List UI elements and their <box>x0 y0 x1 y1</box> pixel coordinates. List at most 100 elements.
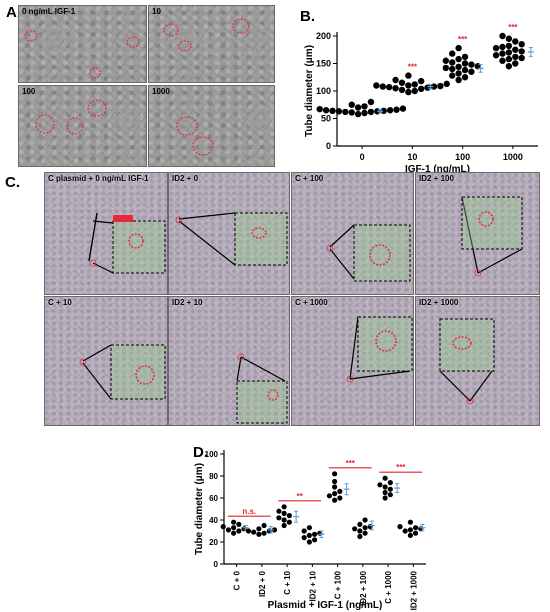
data-point <box>220 524 226 530</box>
data-point <box>499 57 506 64</box>
data-point <box>499 32 506 40</box>
data-point <box>405 88 412 96</box>
data-point <box>256 531 262 537</box>
data-point <box>518 41 525 48</box>
x-tick-label: 10 <box>407 152 417 162</box>
data-point <box>518 54 525 62</box>
data-point <box>405 82 412 89</box>
data-point <box>505 42 513 50</box>
data-point <box>286 513 292 519</box>
data-point <box>332 484 338 490</box>
micrograph-label: ID2 + 100 <box>419 174 454 183</box>
micrograph-c8: ID2 + 1000 <box>415 296 540 426</box>
data-point <box>306 525 312 531</box>
data-point <box>505 55 513 63</box>
data-point <box>382 484 388 490</box>
data-point <box>386 107 394 114</box>
data-point <box>492 44 500 52</box>
data-point <box>337 495 343 501</box>
significance-label: *** <box>408 63 418 72</box>
data-point <box>335 108 343 115</box>
data-point <box>449 72 456 79</box>
data-point <box>505 49 513 56</box>
panel-c-letter: C. <box>5 174 20 191</box>
data-point <box>512 38 519 45</box>
data-point <box>449 65 456 73</box>
x-tick-label: 100 <box>455 152 470 162</box>
y-tick-label: 0 <box>326 141 331 151</box>
data-point <box>499 43 506 51</box>
data-point <box>407 532 413 538</box>
data-point <box>461 60 469 67</box>
data-point <box>393 106 400 113</box>
data-point <box>357 528 363 534</box>
data-point <box>392 76 399 84</box>
data-point <box>411 87 418 95</box>
x-tick-label: ID2 + 0 <box>258 570 267 597</box>
data-point <box>357 533 363 540</box>
data-point <box>461 74 469 81</box>
data-point <box>449 59 456 66</box>
comparison-label: *** <box>396 463 406 472</box>
x-tick-label: ID2 + 1000 <box>409 570 418 610</box>
data-point <box>382 475 388 481</box>
x-axis-label: IGF-1 (ng/mL) <box>405 164 470 175</box>
data-point <box>461 53 469 61</box>
data-point <box>455 70 462 77</box>
micrograph-label: 100 <box>22 87 36 96</box>
data-point <box>373 82 380 89</box>
micrograph-label: 1000 <box>152 87 170 96</box>
comparison-label: ** <box>297 492 304 501</box>
data-point <box>332 471 338 477</box>
x-tick-label: C + 100 <box>334 570 343 599</box>
zoom-inset <box>175 212 288 266</box>
data-point <box>306 539 312 545</box>
micrograph-c2: ID2 + 0 <box>168 172 290 295</box>
y-tick-label: 0 <box>214 560 219 569</box>
data-point <box>505 63 513 70</box>
data-point <box>405 72 412 79</box>
data-point <box>468 61 475 68</box>
x-tick-label: C + 10 <box>283 570 292 594</box>
y-axis-label: Tube diameter (μm) <box>304 45 315 137</box>
micrograph-label: 10 <box>152 7 161 16</box>
data-point <box>367 98 375 106</box>
data-point <box>342 108 349 116</box>
data-point <box>362 517 368 523</box>
micrograph-c4: ID2 + 100 <box>415 172 540 295</box>
data-point <box>276 508 282 514</box>
zoom-inset <box>461 196 523 277</box>
data-point <box>251 529 257 535</box>
y-tick-label: 60 <box>209 494 218 503</box>
micrograph-a1: 0 ng/mL IGF-1 <box>18 5 147 83</box>
data-point <box>399 105 407 112</box>
data-point <box>236 528 242 534</box>
zoom-inset <box>88 212 166 274</box>
micrograph-a4: 1000 <box>148 85 275 167</box>
data-point <box>461 66 469 74</box>
data-point <box>449 50 456 57</box>
data-point <box>231 530 237 536</box>
data-point <box>387 486 393 492</box>
data-point <box>332 478 338 485</box>
data-point <box>316 105 323 113</box>
data-point <box>332 491 338 497</box>
micrograph-c1: C plasmid + 0 ng/mL IGF-1 <box>44 172 168 295</box>
data-point <box>329 107 336 115</box>
data-point <box>281 504 287 510</box>
micrograph-c7: C + 1000 <box>291 296 414 426</box>
x-tick-label: 0 <box>360 152 365 162</box>
micrograph-label: ID2 + 10 <box>172 298 203 307</box>
y-tick-label: 100 <box>316 86 331 96</box>
data-point <box>512 53 519 61</box>
data-point <box>361 109 368 117</box>
data-point <box>377 482 383 488</box>
micrograph-label: C + 1000 <box>295 298 328 307</box>
data-point <box>271 527 278 533</box>
y-tick-label: 40 <box>209 516 218 525</box>
data-point <box>499 50 506 57</box>
panel-b-letter: B. <box>300 8 315 25</box>
micrograph-label: C + 10 <box>48 298 72 307</box>
data-point <box>231 525 237 531</box>
tube-outlines <box>35 99 107 135</box>
